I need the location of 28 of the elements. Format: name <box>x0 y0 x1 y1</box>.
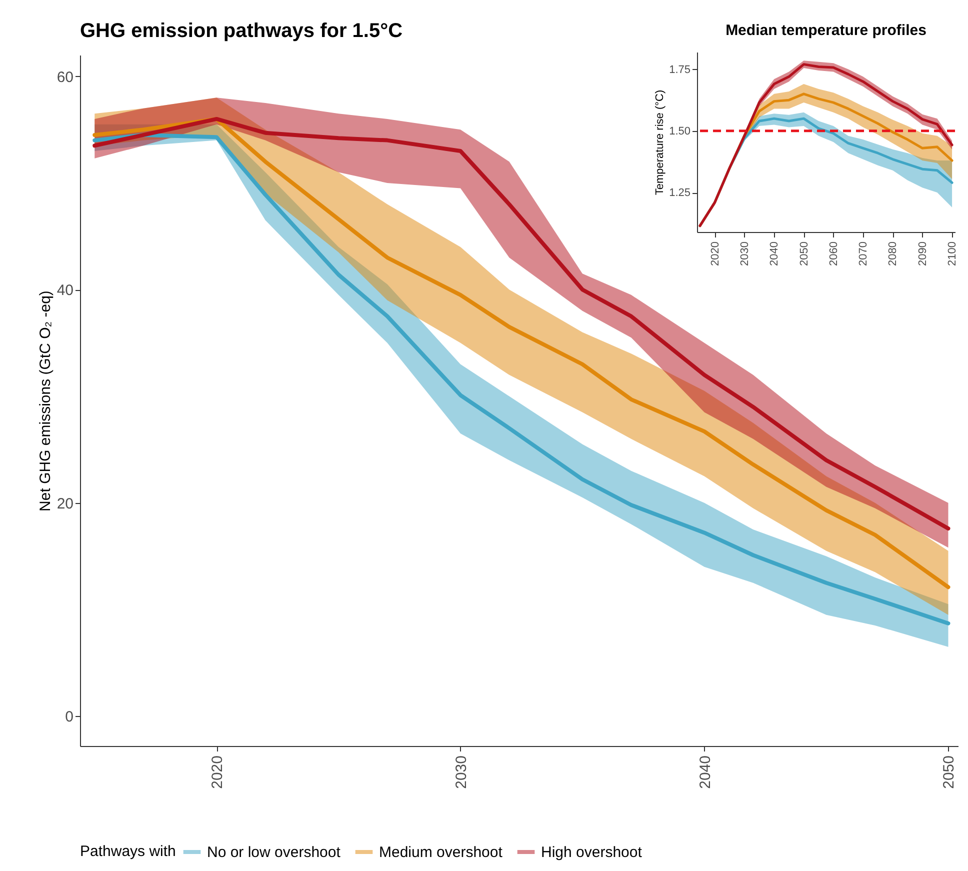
y-tick-label: 1.50 <box>669 125 690 138</box>
chart-title: Median temperature profiles <box>726 22 926 39</box>
y-axis-title: Temperature rise (°C) <box>654 90 666 196</box>
x-tick-label: 2020 <box>709 242 722 266</box>
x-tick-label: 2080 <box>887 242 900 266</box>
x-tick-label: 2070 <box>858 242 870 266</box>
x-tick-label: 2030 <box>452 756 470 789</box>
x-tick-label: 2090 <box>916 242 929 266</box>
x-tick-label: 2100 <box>946 242 959 266</box>
legend-label: Medium overshoot <box>379 844 504 861</box>
y-tick-label: 1.75 <box>669 64 690 76</box>
y-tick-label: 20 <box>56 495 74 512</box>
y-axis-title: Net GHG emissions (GtC O₂ -eq) <box>36 290 54 512</box>
legend-label: High overshoot <box>541 844 643 861</box>
x-tick-label: 2060 <box>828 242 840 266</box>
x-tick-label: 2040 <box>768 242 781 266</box>
y-tick-label: 0 <box>65 708 74 726</box>
x-tick-label: 2040 <box>696 756 714 789</box>
legend-title: Pathways with <box>80 843 176 860</box>
legend-label: No or low overshoot <box>207 844 342 861</box>
x-tick-label: 2050 <box>940 756 958 789</box>
x-tick-label: 2020 <box>209 756 226 789</box>
y-tick-label: 40 <box>56 282 74 300</box>
x-tick-label: 2030 <box>738 242 751 266</box>
x-tick-label: 2050 <box>798 242 810 266</box>
y-tick-label: 1.25 <box>669 187 690 200</box>
chart-title: GHG emission pathways for 1.5°C <box>80 20 403 42</box>
y-tick-label: 60 <box>56 68 74 86</box>
